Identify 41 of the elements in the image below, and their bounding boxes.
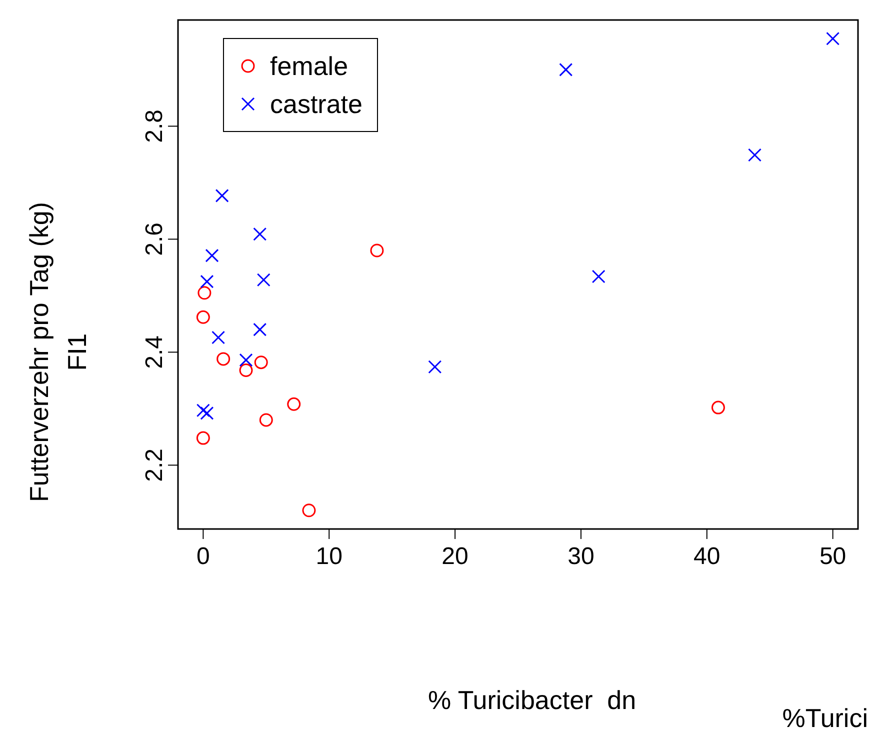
text: %Turici (782, 703, 868, 734)
y-axis-title: Futterverzehr pro Tag (kg) FI1 (23, 201, 93, 502)
point (256, 273, 270, 287)
legend-label: female (270, 50, 348, 83)
point (196, 310, 210, 324)
point (592, 270, 606, 284)
x-tick-label: 0 (196, 543, 210, 570)
point (428, 360, 442, 374)
x-axis-title: % Turicibacter dn (428, 685, 636, 716)
point (198, 286, 212, 300)
point (200, 406, 214, 420)
point (254, 356, 268, 370)
point (205, 248, 219, 262)
legend-label: castrate (270, 88, 362, 121)
point (302, 504, 316, 518)
x-tick-label: 30 (568, 543, 594, 570)
x-tick-label: 20 (442, 543, 468, 570)
point (748, 148, 762, 162)
point (370, 244, 384, 258)
point (200, 274, 214, 288)
point (253, 322, 267, 336)
point (239, 364, 253, 378)
point (826, 32, 840, 46)
point (259, 413, 273, 427)
point (711, 400, 725, 414)
y-tick-label: 2.6 (141, 222, 168, 256)
point (196, 431, 210, 445)
y-tick-label: 2.2 (141, 448, 168, 482)
y-tick-label: 2.8 (141, 110, 168, 143)
point (287, 397, 301, 411)
point (215, 188, 229, 202)
x-tick-label: 50 (819, 543, 846, 570)
point (196, 404, 210, 418)
y-tick-label: 2.4 (141, 335, 168, 369)
point (253, 227, 267, 241)
point (212, 330, 226, 344)
x-tick-label: 10 (316, 543, 342, 570)
point (216, 352, 230, 366)
point (559, 62, 573, 76)
x-tick-label: 40 (694, 543, 720, 570)
point (239, 353, 253, 367)
